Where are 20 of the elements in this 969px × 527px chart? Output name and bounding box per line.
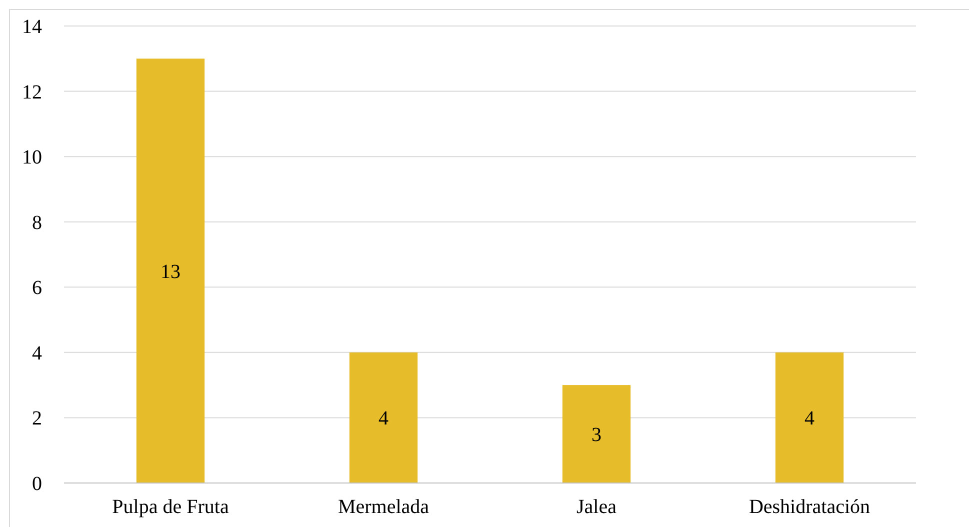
y-tick-label: 2 bbox=[32, 408, 42, 430]
bar bbox=[562, 385, 631, 483]
bar bbox=[775, 352, 844, 483]
y-tick-label: 0 bbox=[32, 473, 42, 495]
x-tick-label: Mermelada bbox=[338, 496, 430, 518]
y-tick-label: 8 bbox=[32, 212, 42, 234]
bar bbox=[349, 352, 418, 483]
y-tick-label: 10 bbox=[22, 146, 42, 169]
y-tick-label: 4 bbox=[32, 342, 42, 364]
data-label: 4 bbox=[378, 408, 388, 430]
x-tick-label: Pulpa de Fruta bbox=[112, 496, 229, 518]
data-label: 13 bbox=[160, 260, 180, 283]
y-tick-label: 14 bbox=[22, 16, 42, 38]
y-tick-label: 6 bbox=[32, 277, 42, 300]
data-label: 4 bbox=[804, 408, 814, 430]
data-label: 3 bbox=[592, 424, 602, 446]
y-tick-label: 12 bbox=[22, 81, 42, 104]
x-tick-label: Deshidratación bbox=[748, 496, 870, 518]
x-tick-label: Jalea bbox=[576, 496, 617, 518]
bar bbox=[136, 58, 205, 483]
